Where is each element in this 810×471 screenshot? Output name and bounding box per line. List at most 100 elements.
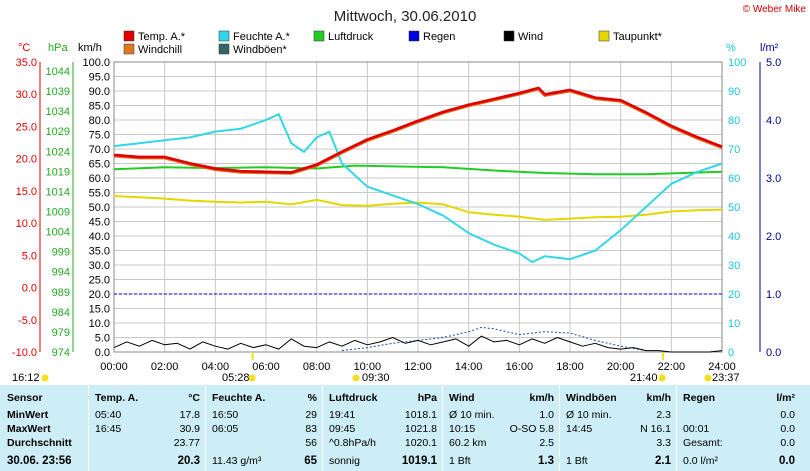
stats-value: 2.5	[539, 437, 554, 449]
stats-distance: 60.2 km	[449, 437, 487, 449]
tick-label-time: 24:00	[708, 361, 736, 373]
tick-label-kmh: 60.0	[89, 173, 110, 185]
tick-label-rain: 2.0	[766, 231, 781, 243]
stats-time: 16:45	[95, 423, 122, 435]
stats-current: 0.0	[779, 455, 795, 467]
tick-label-kmh: 35.0	[89, 246, 110, 258]
legend-label: Regen	[423, 31, 455, 43]
tick-label-kmh: 20.0	[89, 289, 110, 301]
stats-col-gust: Windböen km/h Ø 10 min. 2.3 14:45 N 16.1…	[559, 385, 677, 471]
stats-header: Feuchte A.	[212, 392, 266, 404]
tick-label-kmh: 70.0	[89, 144, 110, 156]
tick-label-percent: 0	[728, 347, 734, 359]
stats-time: 19:41	[329, 409, 356, 421]
stats-value: 1021.8	[404, 423, 437, 435]
tick-label-time: 00:00	[100, 361, 128, 373]
tick-label-temp: -10.0	[12, 347, 37, 359]
stats-value: 30.9	[179, 423, 200, 435]
tick-label-rain: 0.0	[766, 347, 781, 359]
stats-header: Windböen	[566, 392, 617, 404]
sun-marker-time: 23:37	[712, 372, 740, 384]
tick-label-time: 18:00	[556, 361, 584, 373]
tick-label-rain: 1.0	[766, 289, 781, 301]
tick-label-kmh: 15.0	[89, 304, 110, 316]
legend-swatch	[218, 30, 230, 42]
stats-time: 14:45	[566, 423, 593, 435]
stats-time: Ø 10 min.	[566, 409, 612, 421]
tick-label-percent: 30	[728, 260, 740, 272]
tick-label-pressure: 979	[52, 327, 70, 339]
tick-label-percent: 10	[728, 318, 740, 330]
tick-label-rain: 5.0	[766, 57, 781, 69]
stats-unit: hPa	[417, 392, 437, 404]
stats-header: Temp. A.	[95, 392, 139, 404]
axis-unit-percent: %	[726, 42, 736, 54]
tick-label-pressure: 984	[52, 307, 70, 319]
series-line-tempa	[113, 86, 723, 175]
sun-marker-time: 05:28	[222, 372, 250, 384]
stats-unit: °C	[188, 392, 200, 404]
tick-label-time: 04:00	[202, 361, 230, 373]
stats-row-label: MinWert	[7, 409, 49, 421]
tick-label-kmh: 95.0	[89, 72, 110, 84]
axis-unit-kmh: km/h	[78, 42, 102, 54]
stats-value: 0.0	[780, 423, 795, 435]
series-line-luftdruck	[113, 164, 723, 176]
legend-label: Wind	[518, 31, 543, 43]
weather-chart: Mittwoch, 30.06.2010 © Weber Mike Temp. A.…	[12, 4, 807, 384]
stats-value: 17.8	[179, 409, 200, 421]
legend-label: Temp. A.*	[138, 31, 186, 43]
stats-current: 20.3	[177, 455, 200, 467]
tick-label-time: 14:00	[455, 361, 483, 373]
tick-label-time: 22:00	[658, 361, 686, 373]
axis-unit-temp: °C	[18, 42, 30, 54]
tick-label-kmh: 65.0	[89, 159, 110, 171]
stats-current: 1019.1	[401, 455, 437, 467]
stats-header-sensor: Sensor	[7, 392, 43, 404]
stats-header: Luftdruck	[329, 392, 378, 404]
stats-trend: ^0.8hPa/h	[329, 437, 376, 449]
tick-label-kmh: 75.0	[89, 130, 110, 142]
stats-col-temp: Temp. A. °C 05:40 17.8 16:45 30.9 23.77 …	[88, 385, 206, 471]
stats-value: 83	[305, 423, 317, 435]
tick-label-pressure: 1039	[46, 86, 70, 98]
stats-unit: l/m²	[776, 392, 795, 404]
stats-footer: 1 Bft	[566, 455, 588, 467]
tick-label-time: 08:00	[303, 361, 331, 373]
stats-total-label: Gesamt:	[683, 437, 723, 449]
stats-current: 1.3	[538, 455, 554, 467]
tick-label-temp: 20.0	[16, 154, 37, 166]
stats-footer: 1 Bft	[449, 455, 471, 467]
tick-label-percent: 40	[728, 231, 740, 243]
tick-label-kmh: 90.0	[89, 86, 110, 98]
legend-swatch	[598, 30, 610, 42]
series-line-wind	[113, 335, 723, 353]
stats-value: 0.0	[780, 437, 795, 449]
axis-unit-pressure: hPa	[48, 42, 68, 54]
tick-label-percent: 80	[728, 115, 740, 127]
tick-label-pressure: 1044	[46, 66, 70, 78]
stats-header: Wind	[449, 392, 475, 404]
stats-unit: km/h	[529, 392, 554, 404]
tick-label-temp: 30.0	[16, 89, 37, 101]
tick-label-temp: 5.0	[22, 250, 37, 262]
series-line-taupunkt	[113, 195, 723, 221]
tick-label-percent: 60	[728, 173, 740, 185]
legend-swatch	[123, 43, 135, 55]
tick-label-temp: 25.0	[16, 121, 37, 133]
stats-col-rain: Regen l/m² 0.0 00:01 0.0 Gesamt: 0.0 0.0…	[676, 385, 801, 471]
plot-frame	[113, 61, 723, 353]
tick-label-pressure: 994	[52, 267, 70, 279]
tick-label-time: 06:00	[252, 361, 280, 373]
stats-current: 2.1	[655, 455, 671, 467]
sun-marker-icon	[41, 374, 49, 382]
tick-label-kmh: 45.0	[89, 217, 110, 229]
stats-col-pressure: Luftdruck hPa 19:41 1018.1 09:45 1021.8 …	[322, 385, 443, 471]
legend-swatch	[218, 43, 230, 55]
tick-label-temp: 15.0	[16, 186, 37, 198]
stats-row-label: Durchschnitt	[7, 437, 72, 449]
sun-marker-time: 09:30	[362, 372, 390, 384]
tick-label-temp: 0.0	[22, 283, 37, 295]
sun-marker-time: 21:40	[630, 372, 658, 384]
tick-label-pressure: 989	[52, 287, 70, 299]
